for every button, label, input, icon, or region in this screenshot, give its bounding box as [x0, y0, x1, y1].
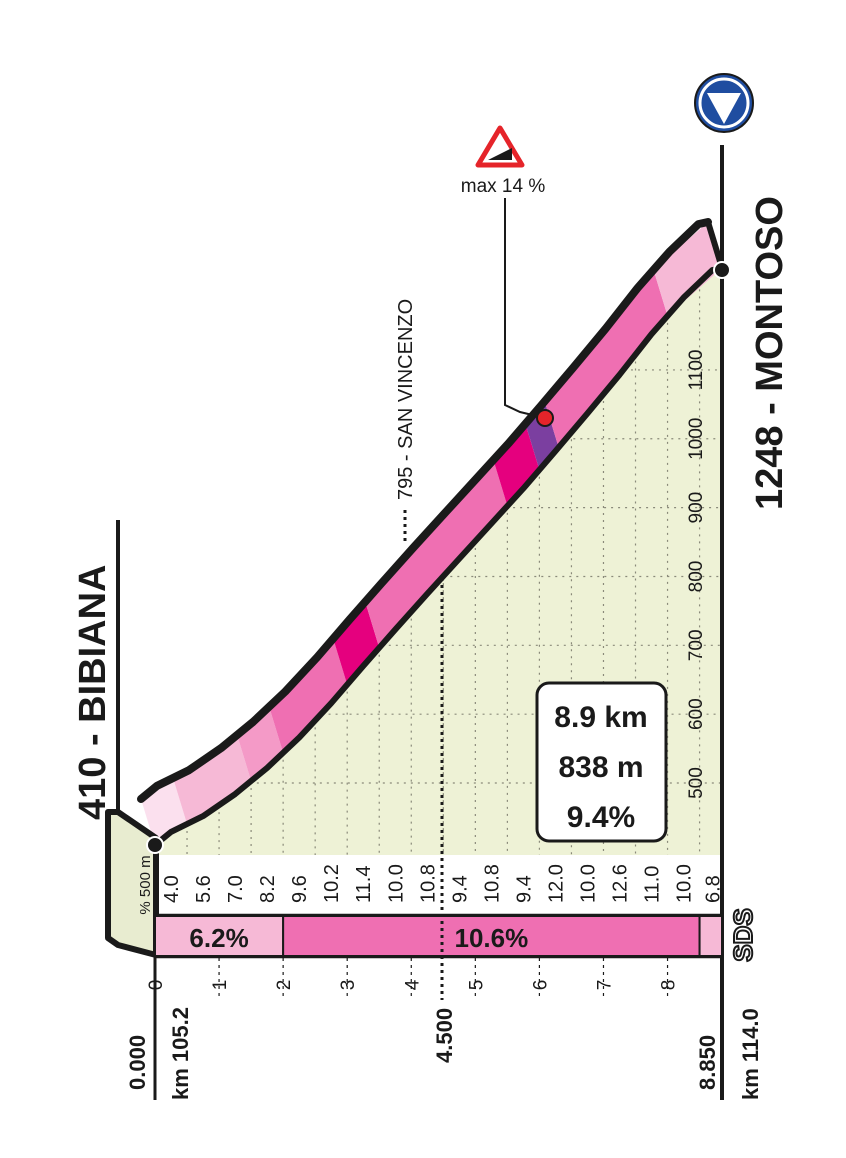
summary-gain: 838 m [558, 751, 643, 784]
distance-tick-label: 1 [210, 980, 231, 991]
gradient-band [269, 638, 348, 753]
gradient-band [544, 269, 668, 448]
altitude-tick-label: 800 [686, 561, 707, 593]
summary-box [535, 681, 668, 843]
distance-tick-label: 5 [466, 980, 487, 991]
distance-tick-label: 4 [402, 979, 423, 990]
road-segment-label: 6.2% [189, 923, 248, 953]
gradient-value-label: 9.4 [449, 875, 471, 903]
distance-tick-label: 7 [594, 980, 615, 991]
altitude-tick-label: 600 [686, 698, 707, 730]
gradient-value-label: 10.0 [674, 864, 696, 903]
gradient-value-label: 10.8 [481, 864, 503, 903]
gradient-band [653, 222, 722, 316]
start-km: km 105.2 [168, 1007, 193, 1100]
gradient-value-label: 6.8 [702, 875, 724, 903]
max-gradient-point [536, 409, 554, 427]
gradient-value-label: 7.0 [225, 875, 247, 903]
sds-label: SDS [728, 908, 758, 961]
distance-tick-label: 3 [338, 980, 359, 991]
distance-tick-label: 2 [274, 980, 295, 991]
gradient-band [365, 459, 508, 648]
summary-length: 8.9 km [554, 701, 647, 734]
gradient-band [173, 734, 252, 825]
road-end-cap [705, 221, 725, 269]
road-bottom-edge [153, 265, 723, 848]
gradient-value-label: 10.0 [385, 864, 407, 903]
gradient-value-label: 10.0 [577, 864, 599, 903]
altitude-tick-label: 1100 [686, 350, 707, 391]
altitude-tick-label: 900 [686, 492, 707, 524]
finish-triangle-icon [694, 73, 754, 133]
altitude-tick-label: 700 [686, 629, 707, 661]
road-line [137, 218, 725, 848]
distance-tick-label: 8 [659, 980, 680, 991]
gradient-value-label: 12.6 [609, 864, 631, 903]
gradient-value-label: 10.2 [321, 864, 343, 903]
distance-tick-label: 0 [146, 980, 167, 991]
gradient-value-label: 9.6 [289, 875, 311, 903]
altitude-tick-label: 500 [686, 767, 707, 799]
finish-km: km 114.0 [738, 1008, 763, 1100]
distance-tick-label: 6 [530, 980, 551, 991]
max-gradient-leader [504, 198, 546, 419]
altitude-tick-label: 1000 [686, 418, 707, 460]
start-title: 410 - BIBIANA [72, 565, 114, 821]
intermediate-distance: 4.500 [432, 1008, 457, 1063]
finish-point [713, 261, 731, 279]
distance-axis: 0 1 2 3 4 5 6 7 8 [146, 958, 680, 998]
gradient-labels: 4.0 5.6 7.0 8.2 9.6 10.2 11.4 10.0 10.8 9.4 10.8 9.… [161, 864, 724, 903]
road-segment [282, 915, 701, 957]
gradient-value-label: 8.2 [257, 875, 279, 903]
start-distance: 0.000 [125, 1035, 150, 1090]
gradient-value-label: 11.4 [353, 866, 375, 903]
road-segment-strip: 6.2% 10.6% [154, 915, 724, 957]
road-segment [154, 915, 285, 957]
gradient-band [333, 601, 380, 685]
gradient-value-label: 9.4 [513, 875, 535, 903]
gradient-unit-label: % 500 m [137, 855, 154, 914]
gradient-value-label: 4.0 [161, 875, 183, 903]
road-segment [698, 915, 724, 957]
start-point [146, 836, 164, 854]
finish-title: 1248 - MONTOSO [749, 196, 791, 510]
gradient-value-label: 5.6 [193, 875, 215, 903]
gradient-value-label: 11.0 [642, 866, 664, 903]
gradient-value-label: 12.0 [545, 864, 567, 903]
road-segment-label: 10.6% [454, 923, 528, 953]
finish-distance: 8.850 [695, 1035, 720, 1090]
summary-gradient: 9.4% [567, 801, 635, 834]
gradient-value-label: 10.8 [417, 864, 439, 903]
max-gradient-label: max 14 % [461, 176, 546, 197]
road-top-edge [137, 218, 712, 803]
steep-gradient-warning-icon [475, 125, 525, 168]
altitude-axis: 500 600 700 800 900 1000 1100 [686, 350, 707, 799]
intermediate-label: 795 - SAN VINCENZO [395, 299, 417, 500]
gradient-band [493, 423, 540, 506]
